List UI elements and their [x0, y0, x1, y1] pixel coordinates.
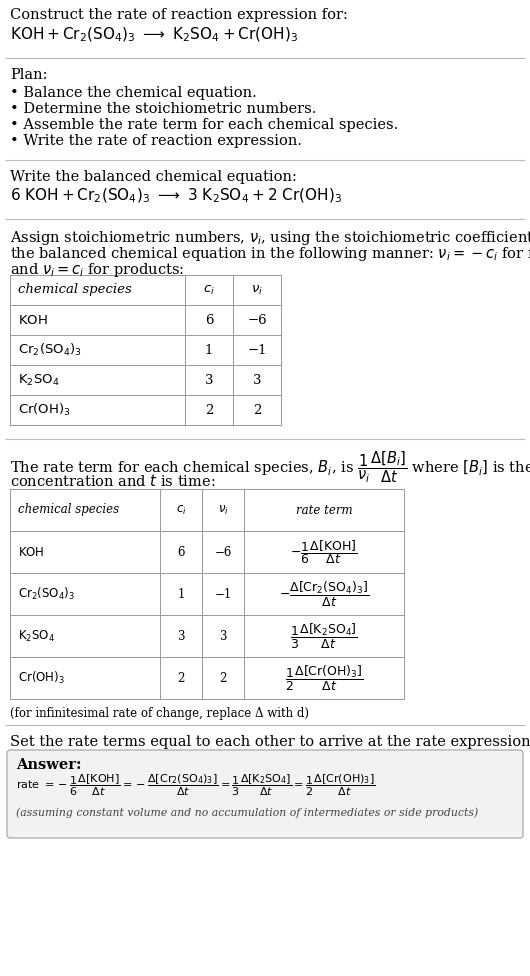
- Text: Write the balanced chemical equation:: Write the balanced chemical equation:: [10, 170, 297, 184]
- Text: 2: 2: [178, 671, 184, 684]
- Text: 2: 2: [219, 671, 227, 684]
- Text: $\mathrm{KOH}$: $\mathrm{KOH}$: [18, 313, 48, 327]
- Text: the balanced chemical equation in the following manner: $\nu_i = -c_i$ for react: the balanced chemical equation in the fo…: [10, 245, 530, 263]
- FancyBboxPatch shape: [7, 750, 523, 838]
- Text: 2: 2: [253, 403, 261, 417]
- Text: 6: 6: [205, 313, 213, 327]
- Text: Plan:: Plan:: [10, 68, 48, 82]
- Text: $\dfrac{1}{3}\dfrac{\Delta[\mathrm{K_2SO_4}]}{\Delta t}$: $\dfrac{1}{3}\dfrac{\Delta[\mathrm{K_2SO…: [290, 622, 358, 650]
- Text: $-\dfrac{1}{6}\dfrac{\Delta[\mathrm{KOH}]}{\Delta t}$: $-\dfrac{1}{6}\dfrac{\Delta[\mathrm{KOH}…: [290, 538, 358, 566]
- Text: The rate term for each chemical species, $B_i$, is $\dfrac{1}{\nu_i}\dfrac{\Delt: The rate term for each chemical species,…: [10, 449, 530, 484]
- Text: • Balance the chemical equation.: • Balance the chemical equation.: [10, 86, 257, 100]
- Text: $\mathrm{Cr(OH)_3}$: $\mathrm{Cr(OH)_3}$: [18, 402, 70, 418]
- Text: $\mathrm{Cr_2(SO_4)_3}$: $\mathrm{Cr_2(SO_4)_3}$: [18, 586, 75, 602]
- Text: 1: 1: [205, 344, 213, 356]
- Text: 3: 3: [177, 630, 185, 642]
- Text: $\dfrac{1}{2}\dfrac{\Delta[\mathrm{Cr(OH)_3}]}{\Delta t}$: $\dfrac{1}{2}\dfrac{\Delta[\mathrm{Cr(OH…: [285, 664, 364, 693]
- Text: Assign stoichiometric numbers, $\nu_i$, using the stoichiometric coefficients, $: Assign stoichiometric numbers, $\nu_i$, …: [10, 229, 530, 247]
- Text: −1: −1: [214, 588, 232, 600]
- Text: −6: −6: [247, 313, 267, 327]
- Text: Answer:: Answer:: [16, 758, 82, 772]
- Text: and $\nu_i = c_i$ for products:: and $\nu_i = c_i$ for products:: [10, 261, 184, 279]
- Text: 3: 3: [253, 374, 261, 386]
- Text: $\mathrm{K_2SO_4}$: $\mathrm{K_2SO_4}$: [18, 373, 59, 387]
- Text: 3: 3: [205, 374, 213, 386]
- Text: −6: −6: [214, 546, 232, 558]
- Text: chemical species: chemical species: [18, 504, 119, 516]
- Text: rate $= -\dfrac{1}{6}\dfrac{\Delta[\mathrm{KOH}]}{\Delta t} = -\dfrac{\Delta[\ma: rate $= -\dfrac{1}{6}\dfrac{\Delta[\math…: [16, 773, 375, 798]
- Text: $\nu_i$: $\nu_i$: [218, 504, 228, 516]
- Text: 2: 2: [205, 403, 213, 417]
- Text: • Write the rate of reaction expression.: • Write the rate of reaction expression.: [10, 134, 302, 148]
- Text: 3: 3: [219, 630, 227, 642]
- Text: 6: 6: [177, 546, 185, 558]
- Text: $\mathrm{KOH}$: $\mathrm{KOH}$: [18, 546, 45, 558]
- Text: (for infinitesimal rate of change, replace Δ with d): (for infinitesimal rate of change, repla…: [10, 707, 309, 720]
- Text: $\mathrm{Cr_2(SO_4)_3}$: $\mathrm{Cr_2(SO_4)_3}$: [18, 342, 82, 358]
- Text: • Assemble the rate term for each chemical species.: • Assemble the rate term for each chemic…: [10, 118, 398, 132]
- Text: $c_i$: $c_i$: [175, 504, 187, 516]
- Text: Set the rate terms equal to each other to arrive at the rate expression:: Set the rate terms equal to each other t…: [10, 735, 530, 749]
- Text: $\nu_i$: $\nu_i$: [251, 283, 263, 297]
- Text: chemical species: chemical species: [18, 283, 132, 297]
- Text: −1: −1: [248, 344, 267, 356]
- Text: $\mathrm{K_2SO_4}$: $\mathrm{K_2SO_4}$: [18, 629, 55, 643]
- Text: 1: 1: [178, 588, 184, 600]
- Text: Construct the rate of reaction expression for:: Construct the rate of reaction expressio…: [10, 8, 348, 22]
- Text: $-\dfrac{\Delta[\mathrm{Cr_2(SO_4)_3}]}{\Delta t}$: $-\dfrac{\Delta[\mathrm{Cr_2(SO_4)_3}]}{…: [279, 580, 369, 608]
- Text: $c_i$: $c_i$: [203, 283, 215, 297]
- Text: (assuming constant volume and no accumulation of intermediates or side products): (assuming constant volume and no accumul…: [16, 807, 478, 818]
- Text: $\mathrm{KOH + Cr_2(SO_4)_3 \ \longrightarrow \ K_2SO_4 + Cr(OH)_3}$: $\mathrm{KOH + Cr_2(SO_4)_3 \ \longright…: [10, 26, 298, 44]
- Text: • Determine the stoichiometric numbers.: • Determine the stoichiometric numbers.: [10, 102, 316, 116]
- Text: concentration and $t$ is time:: concentration and $t$ is time:: [10, 473, 216, 489]
- Text: rate term: rate term: [296, 504, 352, 516]
- Text: $\mathrm{Cr(OH)_3}$: $\mathrm{Cr(OH)_3}$: [18, 670, 65, 686]
- Text: $\mathrm{6\ KOH + Cr_2(SO_4)_3 \ \longrightarrow \ 3\ K_2SO_4 + 2\ Cr(OH)_3}$: $\mathrm{6\ KOH + Cr_2(SO_4)_3 \ \longri…: [10, 187, 342, 205]
